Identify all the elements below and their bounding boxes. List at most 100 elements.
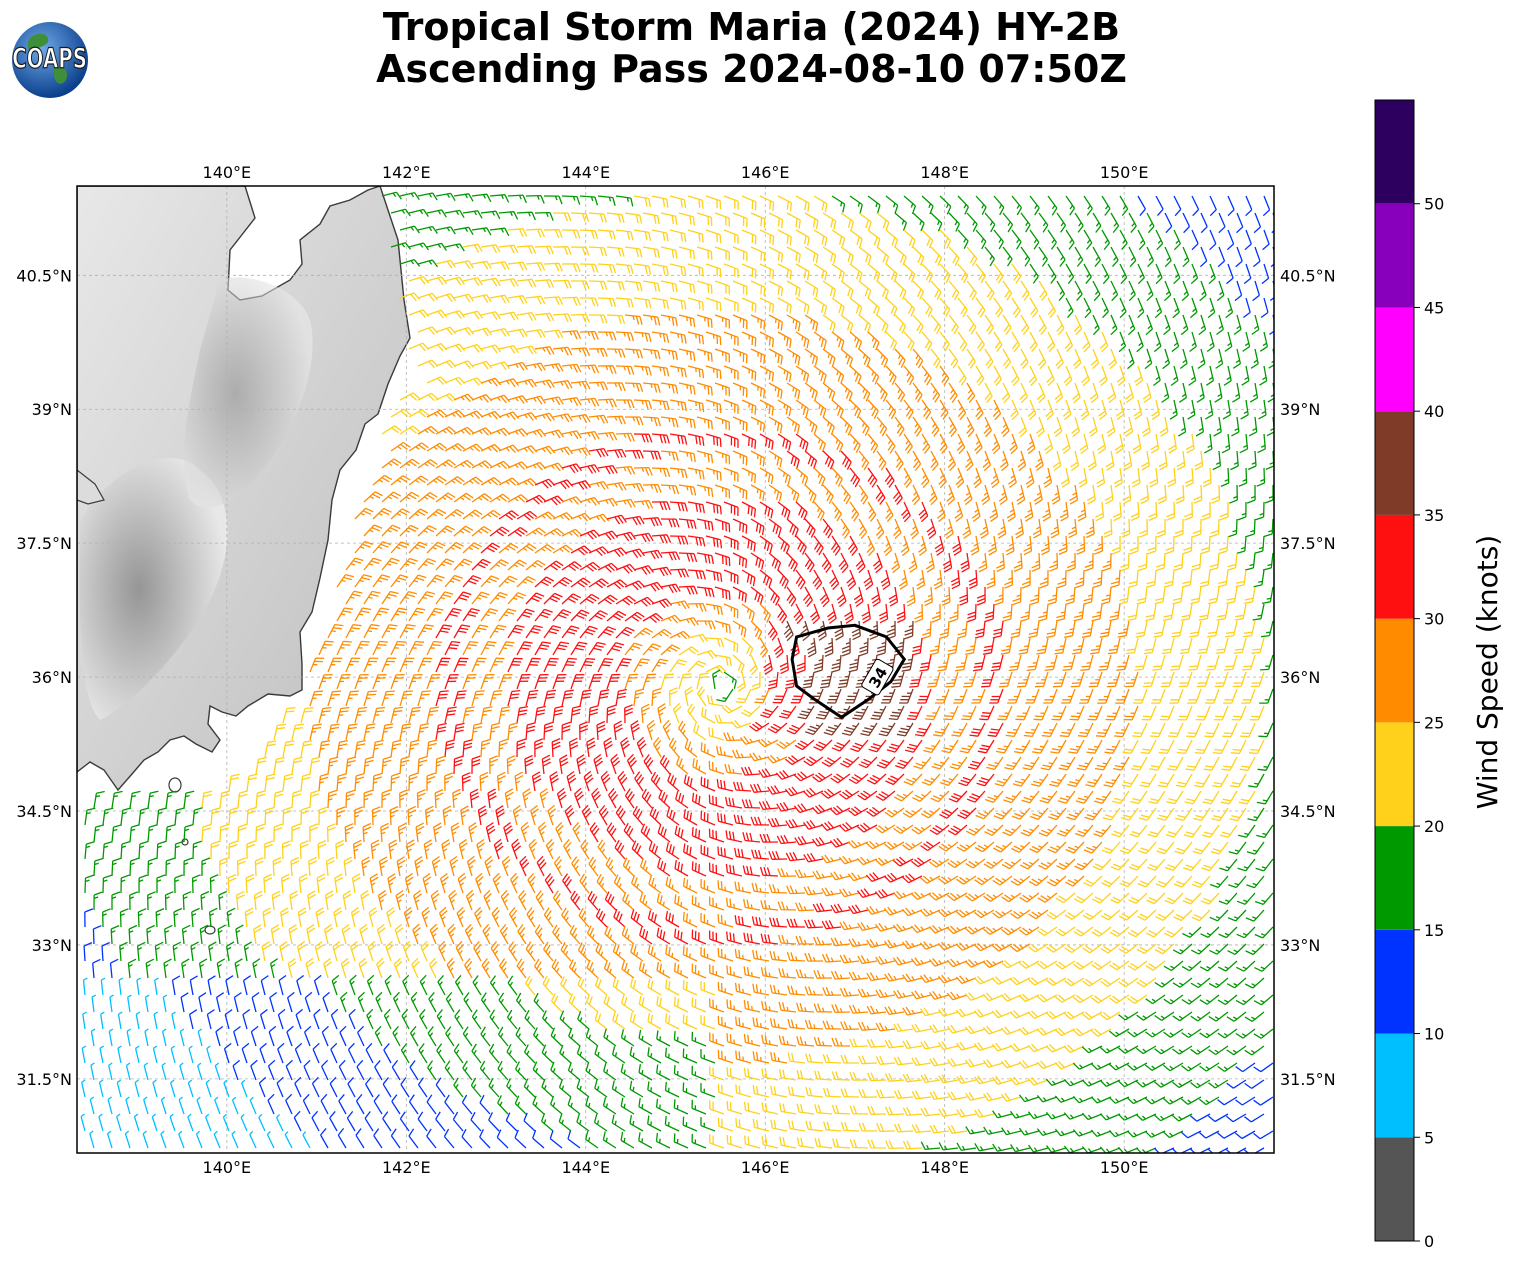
wind-barb [1057,569,1067,589]
wind-barb [955,467,965,489]
wind-barb [147,857,157,877]
wind-barb [559,1010,572,1030]
wind-barb [827,603,837,625]
wind-barb [507,526,528,537]
wind-barb [408,442,429,452]
wind-barb [595,908,608,928]
wind-barb [692,758,707,775]
wind-barb [1030,773,1049,787]
wind-barb [1262,195,1271,217]
wind-barb [567,1130,581,1149]
wind-barb [921,263,934,283]
wind-barb [597,297,617,307]
wind-barb [1096,467,1106,488]
wind-barb [1045,1078,1067,1087]
wind-barb [894,246,907,266]
wind-barb [1028,943,1049,953]
wind-barb [1019,892,1040,903]
wind-barb [1198,1130,1220,1139]
wind-barb [395,889,405,911]
wind-barb [267,1059,276,1081]
wind-barb [1127,926,1148,938]
wind-barb [570,212,590,222]
wind-barb [933,569,943,590]
wind-barb [311,1076,320,1098]
wind-barb [345,789,355,809]
wind-barb [726,1100,743,1115]
wind-barb [606,212,625,224]
wind-barb [1190,1011,1211,1022]
wind-barb [696,672,709,690]
wind-barb [471,1043,482,1064]
wind-barb [840,212,855,230]
wind-barb [778,968,797,979]
wind-barb [615,365,635,375]
wind-barb [453,393,475,403]
wind-barb [723,195,739,210]
wind-barb [1047,586,1058,606]
wind-barb [841,722,860,736]
wind-barb [750,314,766,330]
wind-barb [1196,382,1205,403]
wind-barb [313,974,322,996]
wind-barb [642,484,662,493]
wind-barb [1200,212,1208,234]
wind-barb [1190,977,1211,989]
wind-barb [438,940,447,962]
wind-barb [662,719,672,741]
wind-barb [506,1009,518,1030]
wind-barb [629,1114,644,1132]
colorbar-tick-label: 25 [1424,713,1444,732]
wind-barb [1073,314,1083,336]
wind-barb [682,877,698,894]
wind-barb [865,906,887,915]
wind-barb [1029,586,1040,606]
wind-barb [830,937,851,947]
wind-barb [831,399,844,419]
wind-barb [1178,671,1193,688]
wind-barb [561,195,581,205]
wind-barb [426,409,448,418]
wind-barb [767,817,788,828]
wind-barb [1063,1145,1085,1153]
wind-barb [1036,382,1046,404]
wind-barb [714,280,730,295]
wind-barb [983,858,1004,869]
wind-barb [750,382,766,399]
wind-barb [179,1062,185,1081]
wind-barb [638,995,653,1013]
wind-barb [480,410,502,420]
lon-tick-label-bottom: 148°E [920,1158,969,1177]
wind-barb [813,1070,833,1081]
wind-barb [408,739,420,758]
wind-barb [1090,1062,1112,1071]
wind-barb [1242,331,1251,352]
wind-barb [705,569,723,582]
wind-barb [102,908,111,928]
wind-barb [453,755,463,775]
wind-barb [1126,1130,1148,1138]
wind-barb [921,331,933,352]
wind-barb [552,246,572,256]
wind-barb [1145,926,1166,938]
wind-barb [777,569,789,589]
wind-barb [561,625,580,639]
wind-barb [696,348,713,362]
wind-barb [696,450,714,464]
wind-barb [732,280,748,296]
wind-barb [1171,1147,1193,1153]
wind-barb [777,467,791,486]
wind-barb [714,348,731,363]
wind-barb [1204,399,1214,420]
wind-barb [561,430,582,440]
wind-barb [893,1023,914,1033]
wind-barb [839,987,860,997]
wind-barb [696,484,714,498]
wind-barb [1197,348,1206,370]
wind-barb [191,874,201,894]
wind-barb [1056,212,1067,233]
wind-barb [1131,756,1148,771]
wind-barb [813,969,833,979]
wind-barb [381,657,397,673]
wind-barb [929,1057,950,1067]
